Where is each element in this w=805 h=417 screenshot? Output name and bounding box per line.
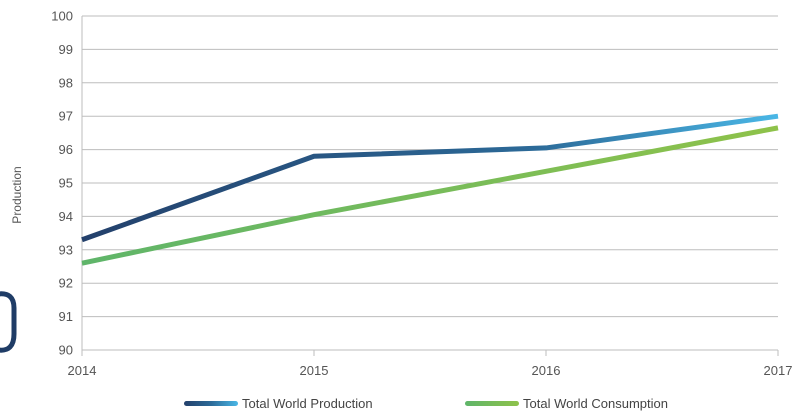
legend-swatch-consumption xyxy=(465,401,519,406)
y-tick-label: 95 xyxy=(59,176,73,191)
x-tick-label: 2015 xyxy=(300,363,329,378)
y-tick-label: 97 xyxy=(59,109,73,124)
gridlines xyxy=(81,15,779,356)
legend-label-consumption: Total World Consumption xyxy=(523,396,668,411)
legend-label-production: Total World Production xyxy=(242,396,373,411)
series-lines xyxy=(81,113,779,266)
cropped-decorative-glyph xyxy=(0,286,18,356)
x-tick-labels: 2014 2015 2016 2017 xyxy=(68,363,793,378)
y-tick-label: 92 xyxy=(59,276,73,291)
y-tick-label: 99 xyxy=(59,42,73,57)
y-tick-label: 90 xyxy=(59,343,73,358)
legend-item-production: Total World Production xyxy=(184,396,373,411)
x-tick-label: 2017 xyxy=(764,363,793,378)
y-tick-label: 98 xyxy=(59,75,73,90)
series-line-production xyxy=(81,113,779,243)
legend-item-consumption: Total World Consumption xyxy=(465,396,668,411)
x-tick-label: 2016 xyxy=(532,363,561,378)
y-tick-label: 91 xyxy=(59,309,73,324)
y-tick-label: 96 xyxy=(59,142,73,157)
y-tick-label: 100 xyxy=(51,9,73,24)
series-line-consumption xyxy=(81,125,779,266)
y-axis-label: Production xyxy=(10,166,24,223)
legend-swatch-production xyxy=(184,401,238,406)
y-tick-label: 94 xyxy=(59,209,73,224)
y-tick-labels: 90 91 92 93 94 95 96 97 98 99 100 xyxy=(51,9,73,358)
x-tick-label: 2014 xyxy=(68,363,97,378)
y-tick-label: 93 xyxy=(59,242,73,257)
